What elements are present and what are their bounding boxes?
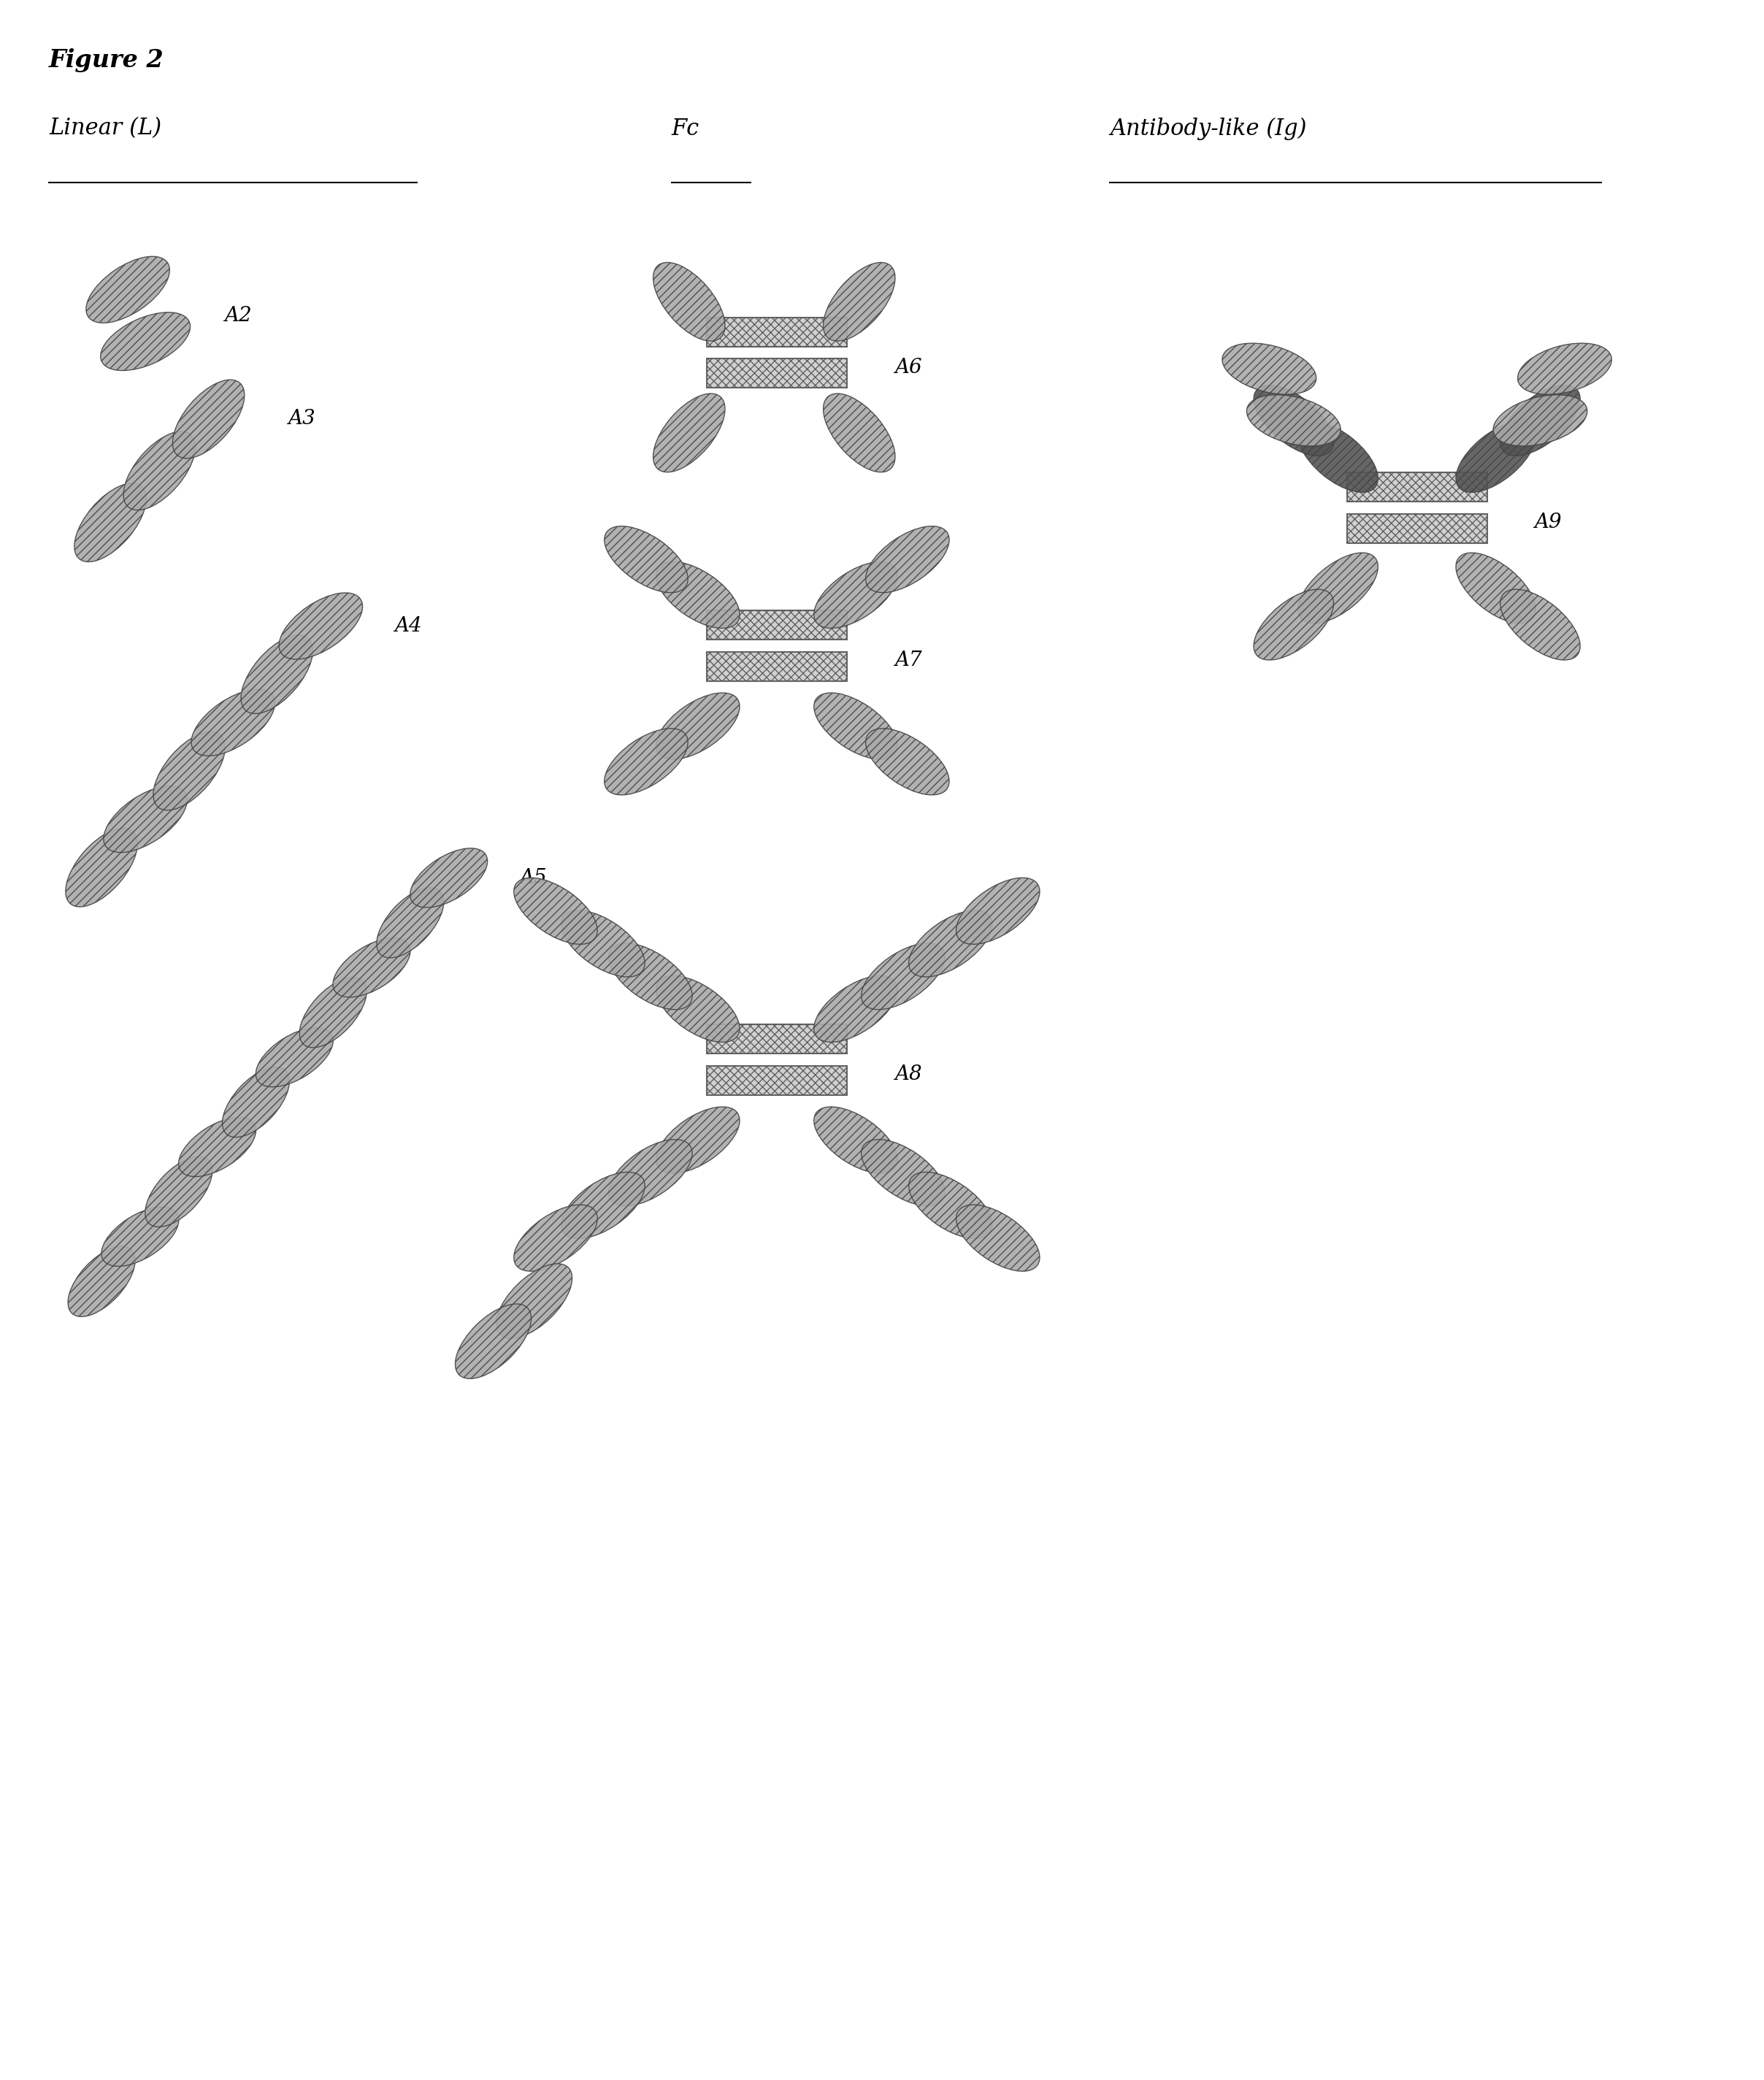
Ellipse shape bbox=[455, 1304, 531, 1379]
Text: A5: A5 bbox=[519, 867, 547, 888]
Text: Linear (L): Linear (L) bbox=[49, 116, 162, 139]
Ellipse shape bbox=[1254, 589, 1334, 659]
Ellipse shape bbox=[178, 1117, 256, 1177]
Ellipse shape bbox=[813, 693, 898, 759]
Ellipse shape bbox=[496, 1265, 572, 1337]
Ellipse shape bbox=[1499, 385, 1581, 456]
Text: A3: A3 bbox=[288, 410, 316, 428]
Bar bbox=[707, 612, 847, 641]
Bar bbox=[707, 651, 847, 682]
Ellipse shape bbox=[173, 381, 245, 458]
Ellipse shape bbox=[908, 911, 993, 978]
Ellipse shape bbox=[609, 942, 691, 1009]
Ellipse shape bbox=[656, 562, 739, 628]
Ellipse shape bbox=[74, 483, 146, 562]
Ellipse shape bbox=[861, 1140, 946, 1206]
Ellipse shape bbox=[102, 1206, 178, 1267]
Bar bbox=[707, 1025, 847, 1055]
Ellipse shape bbox=[300, 978, 367, 1048]
Ellipse shape bbox=[1254, 385, 1334, 456]
Ellipse shape bbox=[123, 431, 196, 510]
Ellipse shape bbox=[1298, 422, 1378, 493]
Bar bbox=[707, 318, 847, 347]
Ellipse shape bbox=[1499, 589, 1581, 659]
Ellipse shape bbox=[242, 634, 312, 713]
Ellipse shape bbox=[956, 1204, 1039, 1271]
Ellipse shape bbox=[1222, 343, 1316, 395]
Ellipse shape bbox=[145, 1156, 212, 1227]
Ellipse shape bbox=[824, 262, 894, 341]
Ellipse shape bbox=[69, 1246, 136, 1317]
Ellipse shape bbox=[377, 888, 445, 959]
Ellipse shape bbox=[656, 693, 739, 759]
Bar bbox=[1346, 472, 1487, 501]
Ellipse shape bbox=[813, 1107, 898, 1173]
Ellipse shape bbox=[1455, 422, 1536, 493]
Ellipse shape bbox=[561, 911, 646, 978]
Ellipse shape bbox=[1298, 553, 1378, 624]
Text: A7: A7 bbox=[894, 651, 923, 670]
Ellipse shape bbox=[191, 688, 275, 755]
Ellipse shape bbox=[908, 1173, 993, 1238]
Ellipse shape bbox=[65, 828, 138, 907]
Ellipse shape bbox=[605, 526, 688, 593]
Ellipse shape bbox=[653, 262, 725, 341]
Text: A8: A8 bbox=[894, 1065, 923, 1084]
Ellipse shape bbox=[153, 732, 226, 811]
Ellipse shape bbox=[866, 526, 949, 593]
Bar bbox=[1346, 514, 1487, 543]
Bar bbox=[707, 1065, 847, 1096]
Ellipse shape bbox=[866, 728, 949, 795]
Ellipse shape bbox=[824, 393, 894, 472]
Ellipse shape bbox=[605, 728, 688, 795]
Bar bbox=[707, 358, 847, 389]
Ellipse shape bbox=[513, 878, 598, 944]
Ellipse shape bbox=[279, 593, 363, 659]
Ellipse shape bbox=[653, 393, 725, 472]
Text: A9: A9 bbox=[1535, 512, 1561, 532]
Ellipse shape bbox=[513, 1204, 598, 1271]
Ellipse shape bbox=[411, 849, 487, 907]
Text: A6: A6 bbox=[894, 358, 923, 376]
Ellipse shape bbox=[1517, 343, 1612, 395]
Ellipse shape bbox=[861, 942, 946, 1009]
Ellipse shape bbox=[104, 786, 187, 853]
Text: Fc: Fc bbox=[672, 116, 700, 139]
Text: Antibody-like (Ig): Antibody-like (Ig) bbox=[1110, 116, 1307, 139]
Ellipse shape bbox=[1492, 395, 1588, 445]
Text: A2: A2 bbox=[224, 306, 252, 324]
Text: Figure 2: Figure 2 bbox=[49, 48, 164, 73]
Ellipse shape bbox=[1455, 553, 1536, 624]
Ellipse shape bbox=[656, 976, 739, 1042]
Ellipse shape bbox=[222, 1067, 289, 1138]
Ellipse shape bbox=[256, 1028, 333, 1088]
Ellipse shape bbox=[1247, 395, 1341, 445]
Ellipse shape bbox=[101, 312, 191, 370]
Ellipse shape bbox=[86, 256, 169, 322]
Ellipse shape bbox=[561, 1173, 646, 1238]
Ellipse shape bbox=[956, 878, 1039, 944]
Ellipse shape bbox=[656, 1107, 739, 1173]
Ellipse shape bbox=[609, 1140, 691, 1206]
Ellipse shape bbox=[813, 976, 898, 1042]
Ellipse shape bbox=[333, 938, 411, 996]
Text: A4: A4 bbox=[395, 616, 422, 636]
Ellipse shape bbox=[813, 562, 898, 628]
